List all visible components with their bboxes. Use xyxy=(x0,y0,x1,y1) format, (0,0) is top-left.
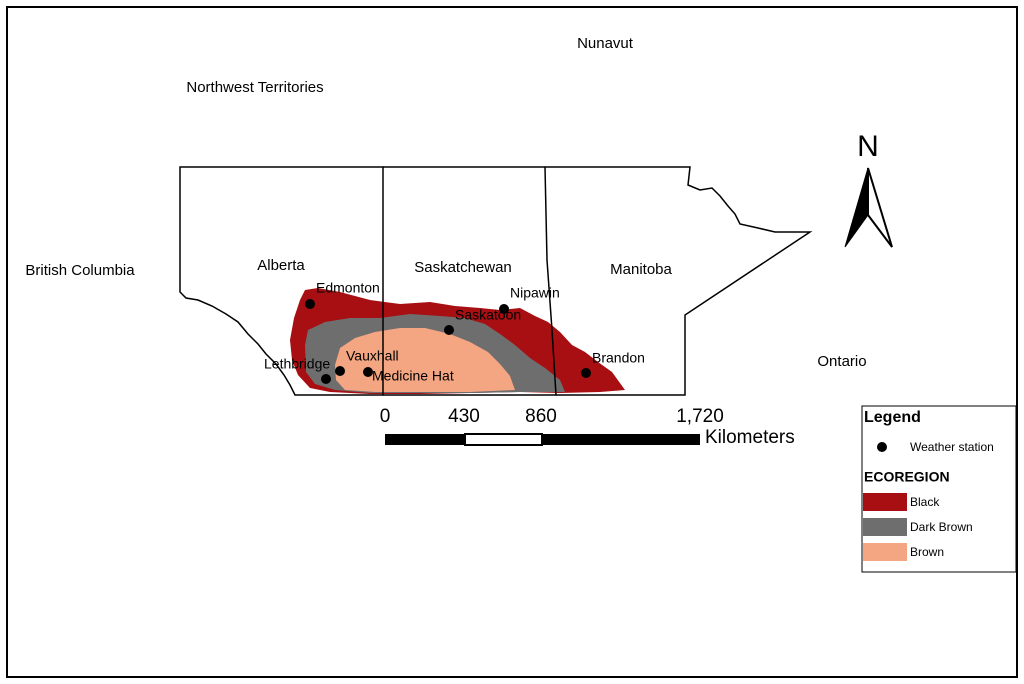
scale-seg xyxy=(385,434,465,445)
station-dot xyxy=(581,368,591,378)
scale-unit: Kilometers xyxy=(705,427,795,448)
region-label: Saskatchewan xyxy=(414,259,512,276)
legend-station-label: Weather station xyxy=(910,440,994,454)
province-outlines xyxy=(179,166,813,396)
station-dot xyxy=(363,367,373,377)
arrow-right xyxy=(867,167,893,248)
legend-title: Legend xyxy=(864,409,921,426)
scale-tick-label: 0 xyxy=(380,406,391,427)
station-label: Nipawin xyxy=(510,285,560,301)
scale-tick-label: 1,720 xyxy=(676,406,724,427)
manitoba-outline xyxy=(545,166,813,396)
scale-tick-label: 430 xyxy=(448,406,480,427)
station-label: Lethbridge xyxy=(264,356,330,372)
north-arrow: N xyxy=(844,130,893,248)
station-dot xyxy=(444,325,454,335)
legend: Legend Weather station ECOREGION Black Da… xyxy=(861,405,1017,573)
alberta-outline xyxy=(179,166,384,396)
stations: Edmonton Nipawin Saskatoon Brandon Vauxhall L… xyxy=(264,280,645,384)
station-dot xyxy=(499,304,509,314)
ecoregion xyxy=(335,328,515,392)
legend-item-label: Dark Brown xyxy=(910,520,973,534)
region-label: Manitoba xyxy=(610,261,672,278)
saskatchewan-outline xyxy=(383,166,557,396)
station-label: Vauxhall xyxy=(346,348,399,364)
scale-seg xyxy=(464,433,543,446)
legend-group-title: ECOREGION xyxy=(864,469,950,485)
station-label: Edmonton xyxy=(316,280,380,296)
legend-swatch xyxy=(863,543,907,561)
legend-swatch xyxy=(863,518,907,536)
legend-item-label: Black xyxy=(910,495,940,509)
station-dot xyxy=(321,374,331,384)
station-label: Medicine Hat xyxy=(372,368,454,384)
region-label: Northwest Territories xyxy=(186,79,323,96)
scale-seg xyxy=(542,434,700,445)
region-label: Ontario xyxy=(817,353,866,370)
station-label: Saskatoon xyxy=(455,307,521,323)
scale-tick-label: 860 xyxy=(525,406,557,427)
legend-item-label: Brown xyxy=(910,545,944,559)
north-label: N xyxy=(857,130,879,163)
region-label: Alberta xyxy=(257,257,305,274)
region-label: British Columbia xyxy=(25,262,135,279)
station-dot xyxy=(305,299,315,309)
scale-bar: Kilometers xyxy=(385,427,795,448)
station-label: Brandon xyxy=(592,350,645,366)
region-label: Nunavut xyxy=(577,35,634,52)
legend-swatch xyxy=(863,493,907,511)
legend-station-symbol xyxy=(877,442,887,452)
station-dot xyxy=(335,366,345,376)
